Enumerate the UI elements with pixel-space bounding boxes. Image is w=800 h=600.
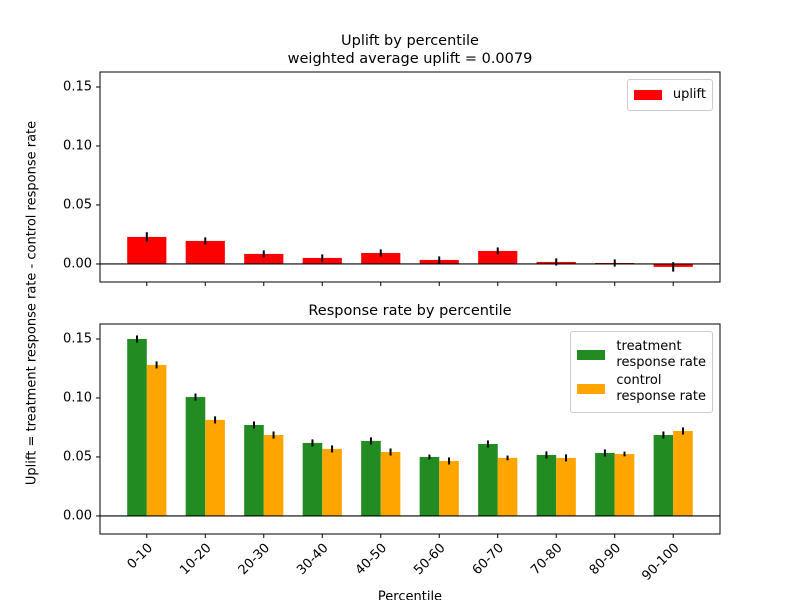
legend-item: treatment response rate xyxy=(577,339,706,371)
legend-swatch xyxy=(577,384,606,394)
bar xyxy=(439,460,459,516)
bar xyxy=(244,424,264,516)
legend-label: treatment response rate xyxy=(616,339,706,370)
bar xyxy=(146,364,167,516)
bar xyxy=(127,338,147,516)
chart-title: Response rate by percentile xyxy=(308,303,511,319)
chart-subtitle: weighted average uplift = 0.0079 xyxy=(288,51,533,67)
bar xyxy=(478,250,518,264)
legend-label: uplift xyxy=(672,87,706,102)
y-axis-label: Uplift = treatment response rate - contr… xyxy=(25,121,40,485)
chart-title: Uplift by percentile xyxy=(341,33,479,49)
bar xyxy=(595,452,615,516)
x-tick-label: 10-20 xyxy=(177,541,214,578)
bar xyxy=(185,397,206,516)
x-tick-label: 20-30 xyxy=(236,541,273,578)
bar xyxy=(244,253,284,264)
bar xyxy=(361,440,381,516)
bar xyxy=(322,448,342,516)
x-tick-label: 40-50 xyxy=(353,541,390,578)
bar xyxy=(361,252,401,264)
bar xyxy=(302,442,323,516)
bar xyxy=(419,456,440,516)
legend-swatch xyxy=(577,350,606,360)
axes-frame xyxy=(99,71,721,283)
x-tick-label: 0-10 xyxy=(125,541,156,572)
axes-frame xyxy=(99,323,721,535)
y-tick-label: 0.15 xyxy=(63,79,92,94)
y-tick-label: 0.00 xyxy=(63,508,92,523)
bar xyxy=(614,454,635,516)
bar xyxy=(185,240,225,264)
y-tick-label: 0.05 xyxy=(63,197,92,212)
legend: uplift xyxy=(626,79,713,111)
bar xyxy=(536,454,557,516)
legend-label: control response rate xyxy=(616,373,706,404)
bar xyxy=(380,452,401,516)
bar xyxy=(205,419,225,516)
y-tick-label: 0.05 xyxy=(63,449,92,464)
x-tick-label: 30-40 xyxy=(294,541,331,578)
legend-item: uplift xyxy=(633,87,706,103)
x-tick-label: 90-100 xyxy=(639,541,682,584)
x-tick-label: 50-60 xyxy=(411,541,448,578)
y-tick-label: 0.15 xyxy=(63,331,92,346)
bar xyxy=(673,431,693,516)
legend-item: control response rate xyxy=(577,373,706,405)
y-tick-label: 0.10 xyxy=(63,138,92,153)
y-tick-label: 0.10 xyxy=(63,390,92,405)
legend-swatch xyxy=(633,90,662,100)
bar xyxy=(653,435,674,516)
bar xyxy=(497,457,518,516)
x-tick-label: 60-70 xyxy=(470,541,507,578)
legend: treatment response rate control response … xyxy=(570,331,713,413)
y-tick-label: 0.00 xyxy=(63,256,92,271)
bar xyxy=(478,443,498,516)
x-tick-label: 80-90 xyxy=(587,541,624,578)
bar xyxy=(556,457,576,516)
x-tick-label: 70-80 xyxy=(528,541,565,578)
bar xyxy=(263,435,284,516)
x-axis-label: Percentile xyxy=(378,590,442,600)
